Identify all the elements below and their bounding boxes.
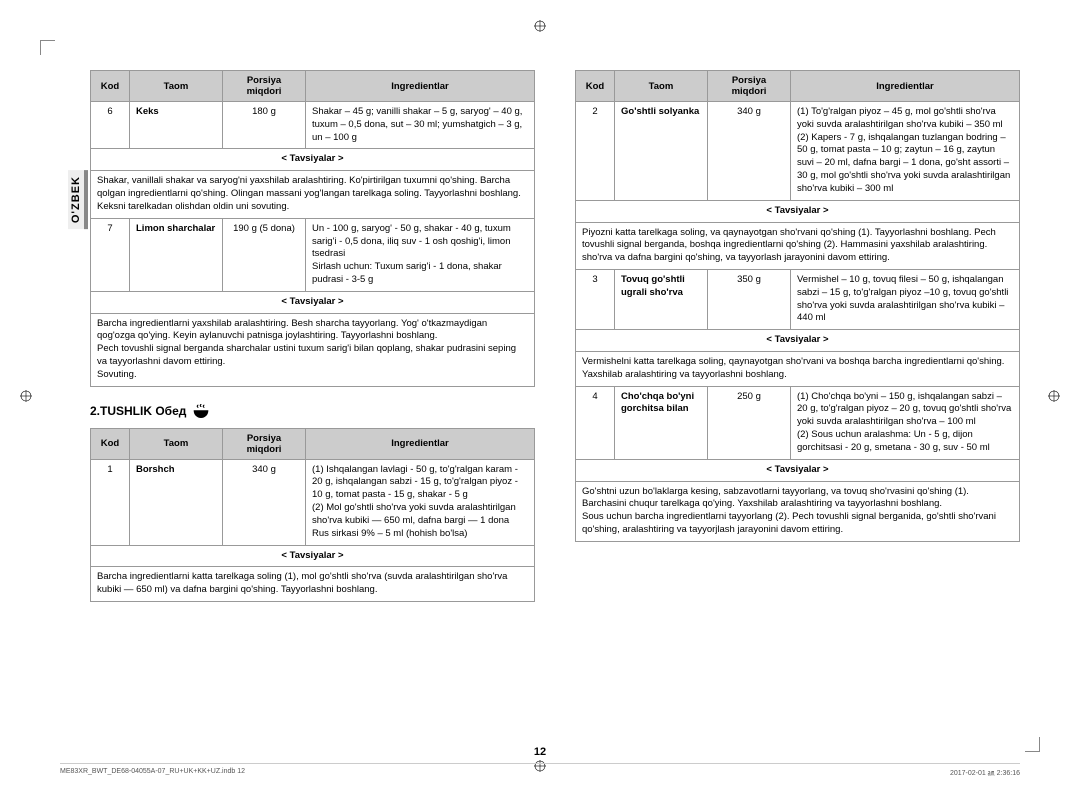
cell-porsiya: 340 g <box>708 102 791 201</box>
cell-taom: Cho'chqa bo'yni gorchitsa bilan <box>615 386 708 459</box>
table-row: 3 Tovuq go'shtli ugrali sho'rva 350 g Ve… <box>576 269 1020 329</box>
col-kod: Kod <box>91 428 130 459</box>
cell-kod: 6 <box>91 102 130 149</box>
table-header-row: Kod Taom Porsiya miqdori Ingredientlar <box>91 71 535 102</box>
tips-row: Barcha ingredientlarni katta tarelkaga s… <box>91 567 535 602</box>
tips-row: Vermishelni katta tarelkaga soling, qayn… <box>576 352 1020 387</box>
tips-row: Shakar, vanillali shakar va saryog'ni ya… <box>91 171 535 218</box>
recipe-table-right: Kod Taom Porsiya miqdori Ingredientlar 2… <box>575 70 1020 542</box>
tips-label-row: < Tavsiyalar > <box>91 545 535 567</box>
page-content: Kod Taom Porsiya miqdori Ingredientlar 6… <box>0 0 1080 646</box>
tips-label-row: < Tavsiyalar > <box>91 291 535 313</box>
tips-text: Shakar, vanillali shakar va saryog'ni ya… <box>91 171 535 218</box>
cell-porsiya: 250 g <box>708 386 791 459</box>
tips-text: Vermishelni katta tarelkaga soling, qayn… <box>576 352 1020 387</box>
col-porsiya: Porsiya miqdori <box>223 428 306 459</box>
tips-row: Piyozni katta tarelkaga soling, va qayna… <box>576 222 1020 269</box>
cell-kod: 2 <box>576 102 615 201</box>
tips-label-row: < Tavsiyalar > <box>576 330 1020 352</box>
tips-text: Barcha ingredientlarni katta tarelkaga s… <box>91 567 535 602</box>
tips-label-row: < Tavsiyalar > <box>91 149 535 171</box>
cell-ing: (1) Ishqalangan lavlagi - 50 g, to'g'ral… <box>306 459 535 545</box>
tips-label: < Tavsiyalar > <box>576 459 1020 481</box>
tips-text: Go'shtni uzun bo'laklarga kesing, sabzav… <box>576 481 1020 541</box>
tips-row: Barcha ingredientlarni yaxshilab aralash… <box>91 313 535 386</box>
footer: ME83XR_BWT_DE68-04055A-07_RU+UK+KK+UZ.in… <box>60 763 1020 778</box>
table-row: 6 Keks 180 g Shakar – 45 g; vanilli shak… <box>91 102 535 149</box>
table-row: 4 Cho'chqa bo'yni gorchitsa bilan 250 g … <box>576 386 1020 459</box>
table-row: 7 Limon sharchalar 190 g (5 dona) Un - 1… <box>91 218 535 291</box>
tips-label-row: < Tavsiyalar > <box>576 459 1020 481</box>
soup-icon <box>192 401 210 422</box>
tips-label: < Tavsiyalar > <box>91 545 535 567</box>
table-header-row: Kod Taom Porsiya miqdori Ingredientlar <box>576 71 1020 102</box>
table-row: 2 Go'shtli solyanka 340 g (1) To'g'ralga… <box>576 102 1020 201</box>
cell-kod: 4 <box>576 386 615 459</box>
cell-ing: (1) To'g'ralgan piyoz – 45 g, mol go'sht… <box>791 102 1020 201</box>
cell-kod: 1 <box>91 459 130 545</box>
col-taom: Taom <box>615 71 708 102</box>
cell-porsiya: 340 g <box>223 459 306 545</box>
col-porsiya: Porsiya miqdori <box>708 71 791 102</box>
cell-ing: Shakar – 45 g; vanilli shakar – 5 g, sar… <box>306 102 535 149</box>
col-ing: Ingredientlar <box>306 428 535 459</box>
cell-porsiya: 180 g <box>223 102 306 149</box>
reg-mark-top <box>534 20 546 32</box>
language-tab: O'ZBEK <box>68 170 88 229</box>
recipe-table-top-left: Kod Taom Porsiya miqdori Ingredientlar 6… <box>90 70 535 387</box>
cell-ing: Un - 100 g, saryog' - 50 g, shakar - 40 … <box>306 218 535 291</box>
crop-corner-tl <box>40 40 55 55</box>
footer-file: ME83XR_BWT_DE68-04055A-07_RU+UK+KK+UZ.in… <box>60 768 245 778</box>
table-header-row: Kod Taom Porsiya miqdori Ingredientlar <box>91 428 535 459</box>
col-taom: Taom <box>130 428 223 459</box>
tips-row: Go'shtni uzun bo'laklarga kesing, sabzav… <box>576 481 1020 541</box>
cell-taom: Borshch <box>130 459 223 545</box>
reg-mark-left <box>20 390 32 402</box>
tips-label: < Tavsiyalar > <box>91 291 535 313</box>
cell-taom: Go'shtli solyanka <box>615 102 708 201</box>
tips-label: < Tavsiyalar > <box>91 149 535 171</box>
col-porsiya: Porsiya miqdori <box>223 71 306 102</box>
page-number: 12 <box>0 746 1080 758</box>
cell-kod: 7 <box>91 218 130 291</box>
cell-porsiya: 350 g <box>708 269 791 329</box>
tips-label: < Tavsiyalar > <box>576 330 1020 352</box>
cell-ing: Vermishel – 10 g, tovuq filesi – 50 g, i… <box>791 269 1020 329</box>
section-title-text: 2.TUSHLIK Обед <box>90 404 186 418</box>
col-kod: Kod <box>91 71 130 102</box>
reg-mark-right <box>1048 390 1060 402</box>
col-ing: Ingredientlar <box>791 71 1020 102</box>
cell-porsiya: 190 g (5 dona) <box>223 218 306 291</box>
cell-taom: Keks <box>130 102 223 149</box>
tips-text: Barcha ingredientlarni yaxshilab aralash… <box>91 313 535 386</box>
section-title: 2.TUSHLIK Обед <box>90 401 535 422</box>
col-taom: Taom <box>130 71 223 102</box>
cell-taom: Tovuq go'shtli ugrali sho'rva <box>615 269 708 329</box>
col-kod: Kod <box>576 71 615 102</box>
tips-text: Piyozni katta tarelkaga soling, va qayna… <box>576 222 1020 269</box>
cell-taom: Limon sharchalar <box>130 218 223 291</box>
recipe-table-bottom-left: Kod Taom Porsiya miqdori Ingredientlar 1… <box>90 428 535 602</box>
cell-ing: (1) Cho'chqa bo'yni – 150 g, ishqalangan… <box>791 386 1020 459</box>
table-row: 1 Borshch 340 g (1) Ishqalangan lavlagi … <box>91 459 535 545</box>
col-ing: Ingredientlar <box>306 71 535 102</box>
footer-timestamp: 2017-02-01 ㏂ 2:36:16 <box>950 768 1020 778</box>
tips-label-row: < Tavsiyalar > <box>576 200 1020 222</box>
tips-label: < Tavsiyalar > <box>576 200 1020 222</box>
cell-kod: 3 <box>576 269 615 329</box>
